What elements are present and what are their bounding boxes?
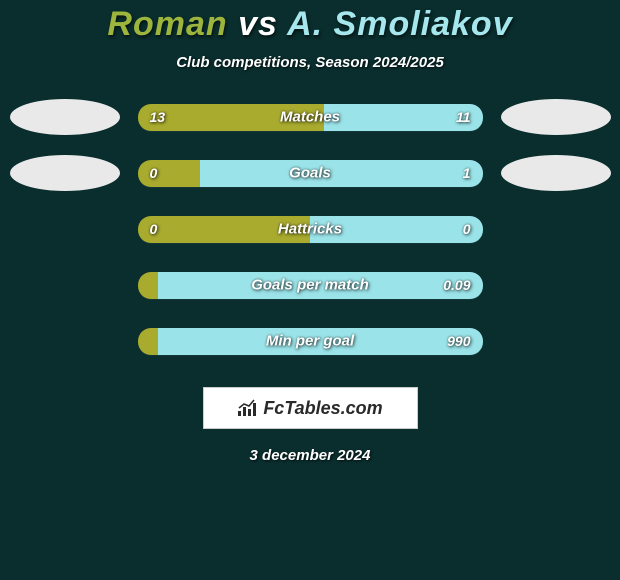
player1-name: Roman <box>107 5 227 43</box>
stat-value-player2: 990 <box>447 333 470 349</box>
chart-icon <box>237 399 259 417</box>
player2-flag <box>501 99 611 135</box>
stat-value-player1: 13 <box>150 109 166 125</box>
logo-text: FcTables.com <box>263 398 382 419</box>
stat-row: Hattricks0 0 <box>10 211 611 247</box>
vs-text: vs <box>238 5 278 43</box>
stat-bar: Matches13 11 <box>138 104 483 131</box>
subtitle: Club competitions, Season 2024/2025 <box>176 54 444 71</box>
player2-name: A. Smoliakov <box>287 5 513 43</box>
stat-row: Goals0 1 <box>10 155 611 191</box>
spacer <box>501 323 611 359</box>
stat-bar: Goals0 1 <box>138 160 483 187</box>
stat-value-player2: 0.09 <box>443 277 470 293</box>
stat-value-player2: 1 <box>463 165 471 181</box>
logo-box: FcTables.com <box>203 387 418 429</box>
stat-label: Min per goal <box>138 333 483 350</box>
spacer <box>10 323 120 359</box>
stat-value-player2: 11 <box>456 109 471 125</box>
stat-label: Goals per match <box>138 277 483 294</box>
comparison-infographic: Roman vs A. Smoliakov Club competitions,… <box>0 0 620 464</box>
player2-flag <box>501 155 611 191</box>
spacer <box>501 211 611 247</box>
stat-rows: Matches1311Goals01Hattricks00Goals per m… <box>10 99 611 379</box>
spacer <box>501 267 611 303</box>
stat-row: Min per goal990 <box>10 323 611 359</box>
stat-bar: Goals per match0.09 <box>138 272 483 299</box>
date: 3 december 2024 <box>250 447 371 464</box>
stat-value-player1: 0 <box>150 221 158 237</box>
stat-label: Hattricks <box>138 221 483 238</box>
page-title: Roman vs A. Smoliakov <box>107 5 512 44</box>
stat-bar: Min per goal990 <box>138 328 483 355</box>
stat-row: Matches13 11 <box>10 99 611 135</box>
spacer <box>10 211 120 247</box>
logo: FcTables.com <box>237 398 382 419</box>
stat-bar: Hattricks0 0 <box>138 216 483 243</box>
stat-row: Goals per match0.09 <box>10 267 611 303</box>
stat-value-player1: 0 <box>150 165 158 181</box>
player1-flag <box>10 99 120 135</box>
stat-label: Goals <box>138 165 483 182</box>
spacer <box>10 267 120 303</box>
player1-flag <box>10 155 120 191</box>
stat-value-player2: 0 <box>463 221 471 237</box>
stat-label: Matches <box>138 109 483 126</box>
